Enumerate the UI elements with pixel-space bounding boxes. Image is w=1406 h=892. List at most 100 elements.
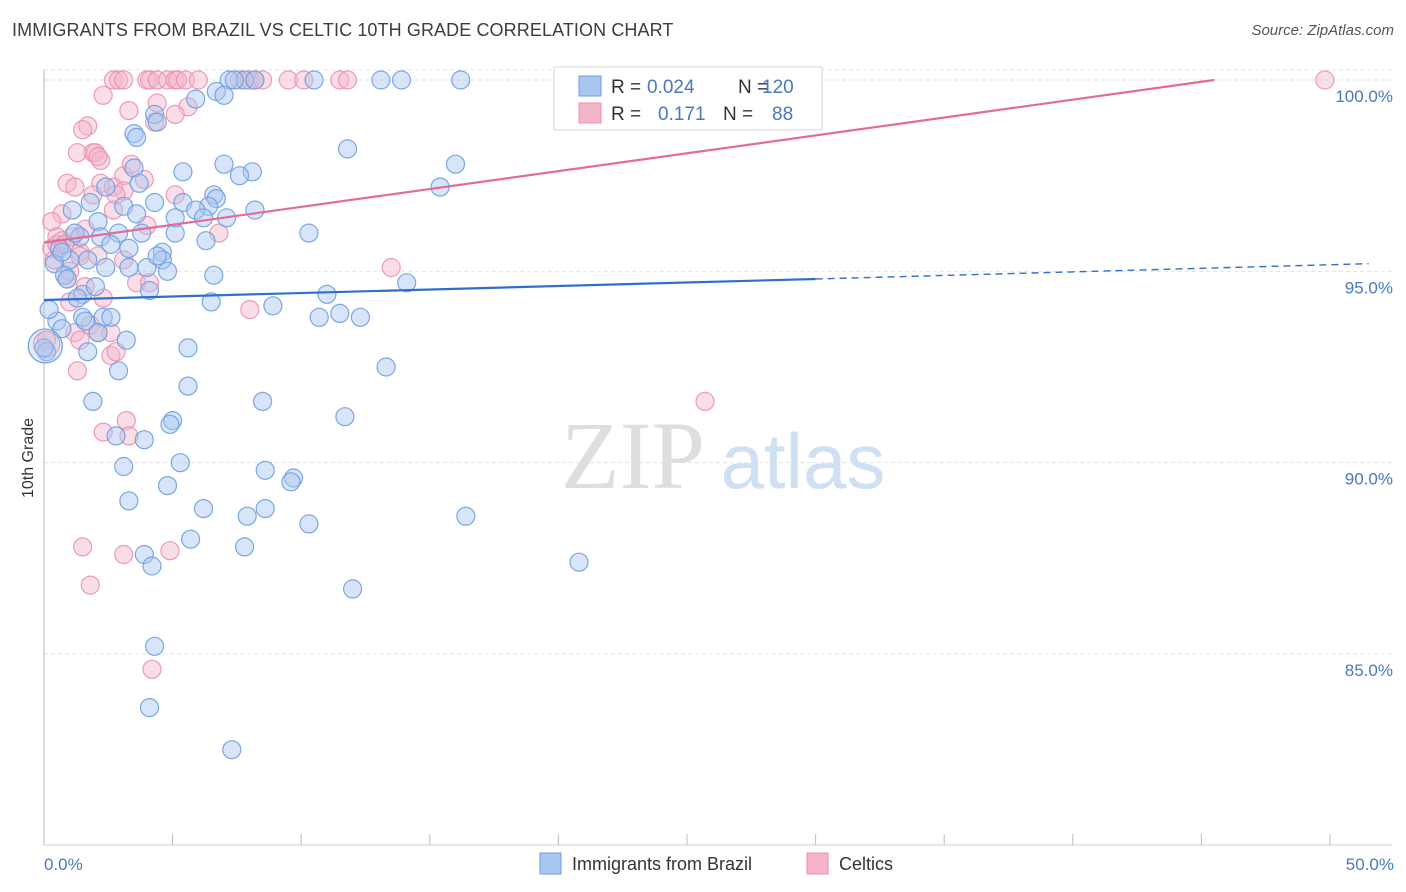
brazil-point-65	[263, 296, 283, 316]
bottom-legend-swatch-brazil	[539, 852, 562, 875]
trend-lines	[43, 78, 1369, 302]
brazil-point-15	[337, 139, 358, 159]
brazil-point-102	[181, 529, 201, 549]
brazil-point-12	[147, 112, 167, 132]
brazil-point-14	[127, 127, 147, 147]
celtics-point-70	[116, 411, 136, 431]
celtics-point-2	[114, 70, 134, 90]
brazil-point-99	[237, 506, 257, 526]
x-tick-label-min: 0.0%	[44, 855, 83, 874]
celtics-point-15	[330, 70, 350, 90]
brazil-point-59	[57, 269, 77, 289]
brazil-point-90	[170, 453, 190, 473]
stats-legend-n-label-pink: N =	[723, 104, 753, 125]
brazil-point-108	[145, 636, 165, 656]
celtics-point-33	[65, 177, 85, 197]
celtics-point-59	[240, 300, 260, 320]
brazil-point-114	[52, 242, 72, 262]
brazil-point-107	[343, 579, 363, 599]
celtics-point-84	[88, 146, 108, 167]
celtics-point-75	[160, 541, 180, 561]
brazil-point-88	[106, 426, 126, 446]
brazil-point-37	[88, 212, 108, 232]
brazil-point-75	[52, 319, 72, 339]
celtics-point-8	[168, 70, 188, 90]
brazil-point-27	[145, 192, 165, 213]
series-immigrants-from-brazil	[27, 70, 589, 760]
brazil-point-106	[142, 556, 162, 576]
brazil-point-100	[299, 514, 319, 534]
brazil-point-112	[39, 300, 59, 320]
brazil-point-16	[445, 154, 466, 174]
brazil-point-105	[569, 552, 589, 572]
axes	[43, 70, 1392, 846]
stats-legend-swatch-blue	[578, 75, 602, 97]
brazil-point-83	[83, 391, 103, 411]
y-tick-label-100: 100.0%	[1335, 87, 1393, 106]
stats-legend-swatch-pink	[578, 102, 602, 124]
celtics-point-69	[695, 391, 715, 411]
brazil-point-36	[127, 204, 147, 224]
brazil-point-67	[330, 303, 350, 323]
celtics-point-39	[52, 204, 72, 224]
brazil-point-96	[119, 491, 139, 511]
brazil-point-103	[235, 537, 255, 557]
brazil-point-110	[222, 740, 242, 760]
brazil-point-5	[371, 70, 391, 90]
celtics-point-0	[103, 70, 124, 90]
brazil-point-21	[229, 166, 250, 186]
celtics-point-66	[101, 345, 121, 366]
brazil-point-76	[116, 330, 136, 350]
celtics-point-77	[142, 659, 162, 679]
brazil-point-45	[101, 234, 121, 255]
watermark: ZIP atlas	[561, 402, 885, 509]
brazil-point-101	[456, 506, 476, 526]
celtics-point-30	[90, 173, 111, 193]
stats-legend-n-value-blue: 120	[762, 77, 794, 98]
stats-legend-r-label-blue: R =	[611, 77, 641, 98]
celtics-point-73	[72, 537, 93, 557]
y-tick-label-95: 95.0%	[1345, 278, 1393, 297]
celtics-point-65	[70, 330, 90, 350]
brazil-point-9	[214, 85, 234, 105]
bottom-legend-swatch-celtics	[806, 852, 829, 875]
brazil-point-18	[173, 162, 193, 182]
brazil-point-86	[160, 414, 180, 434]
brazil-point-33	[80, 192, 100, 213]
brazil-point-61	[139, 280, 160, 301]
brazil-point-94	[281, 472, 301, 492]
brazil-point-84	[253, 391, 273, 411]
brazil-point-29	[186, 200, 206, 220]
celtics-point-17	[1315, 70, 1335, 90]
brazil-point-91	[114, 456, 134, 477]
brazil-point-89	[134, 430, 154, 450]
watermark-atlas: atlas	[721, 417, 886, 505]
watermark-zip: ZIP	[561, 402, 705, 509]
brazil-point-49	[152, 242, 172, 262]
brazil-point-1	[219, 70, 239, 90]
stats-legend-r-label-pink: R =	[611, 104, 641, 125]
brazil-point-38	[193, 208, 214, 228]
celtics-point-71	[93, 422, 113, 442]
stats-legend: R = 0.024 N = 120 R = 0.171 N = 88	[553, 66, 823, 131]
trend-line-brazil	[43, 277, 816, 302]
brazil-point-60	[397, 273, 417, 293]
celtics-point-27	[67, 143, 88, 163]
brazil-point-58	[204, 265, 224, 285]
brazil-point-64	[201, 292, 221, 312]
celtics-point-23	[78, 116, 98, 136]
chart-source: Source: ZipAtlas.com	[1251, 22, 1394, 39]
brazil-point-95	[157, 476, 178, 496]
brazil-point-22	[129, 173, 149, 193]
stats-legend-n-label-blue: N =	[738, 77, 768, 98]
brazil-point-cluster	[27, 328, 63, 364]
celtics-point-82	[103, 200, 124, 220]
brazil-point-115	[85, 277, 106, 297]
celtics-point-76	[80, 575, 100, 595]
celtics-point-18	[93, 85, 113, 105]
brazil-point-66	[309, 307, 329, 327]
celtics-point-20	[119, 100, 139, 121]
celtics-point-56	[139, 273, 160, 293]
brazil-point-97	[193, 499, 214, 519]
